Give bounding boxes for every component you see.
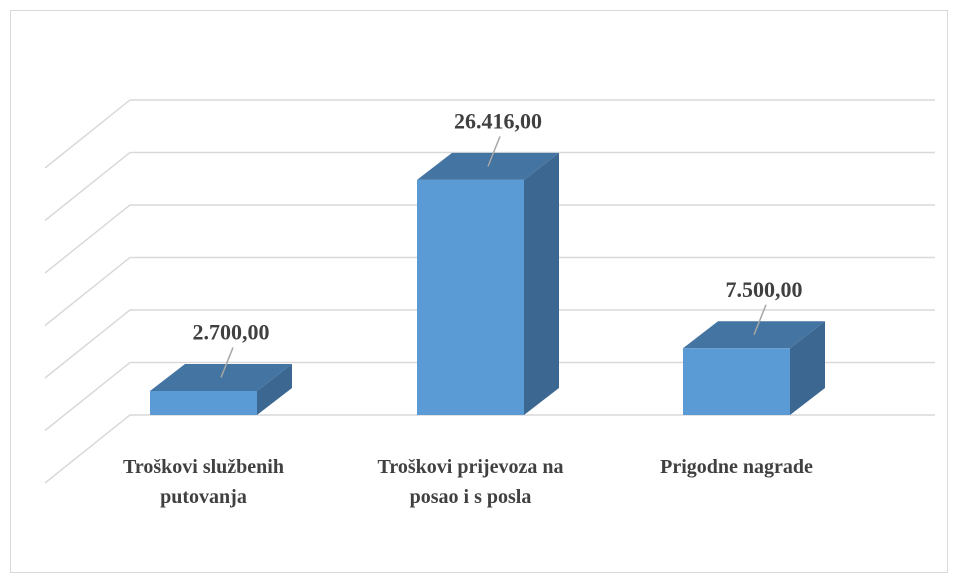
grid-line-side xyxy=(44,361,131,432)
bar xyxy=(683,348,790,415)
value-label: 2.700,00 xyxy=(193,319,270,344)
value-label: 26.416,00 xyxy=(454,108,542,133)
leader-line xyxy=(220,347,234,378)
grid-line-side xyxy=(44,309,131,379)
grid-line-side xyxy=(44,99,131,169)
x-tick-label: Prigodne nagrade xyxy=(660,456,813,478)
x-tick-label: Troškovi prijevoza na posao i s posla xyxy=(377,456,564,508)
bar-side xyxy=(524,152,559,416)
value-label: 7.500,00 xyxy=(726,277,803,302)
chart-border xyxy=(10,10,948,573)
bar-side xyxy=(790,321,825,415)
bar xyxy=(150,390,257,415)
grid-line-side xyxy=(44,256,131,327)
grid-line-side xyxy=(44,414,131,484)
bar xyxy=(417,179,524,415)
x-tick-label: Troškovi službenih putovanja xyxy=(123,456,284,508)
grid-line-side xyxy=(44,151,131,222)
leader-line xyxy=(753,304,767,336)
grid-line-side xyxy=(44,204,131,274)
leader-line xyxy=(487,136,501,167)
bar-side xyxy=(257,363,292,415)
